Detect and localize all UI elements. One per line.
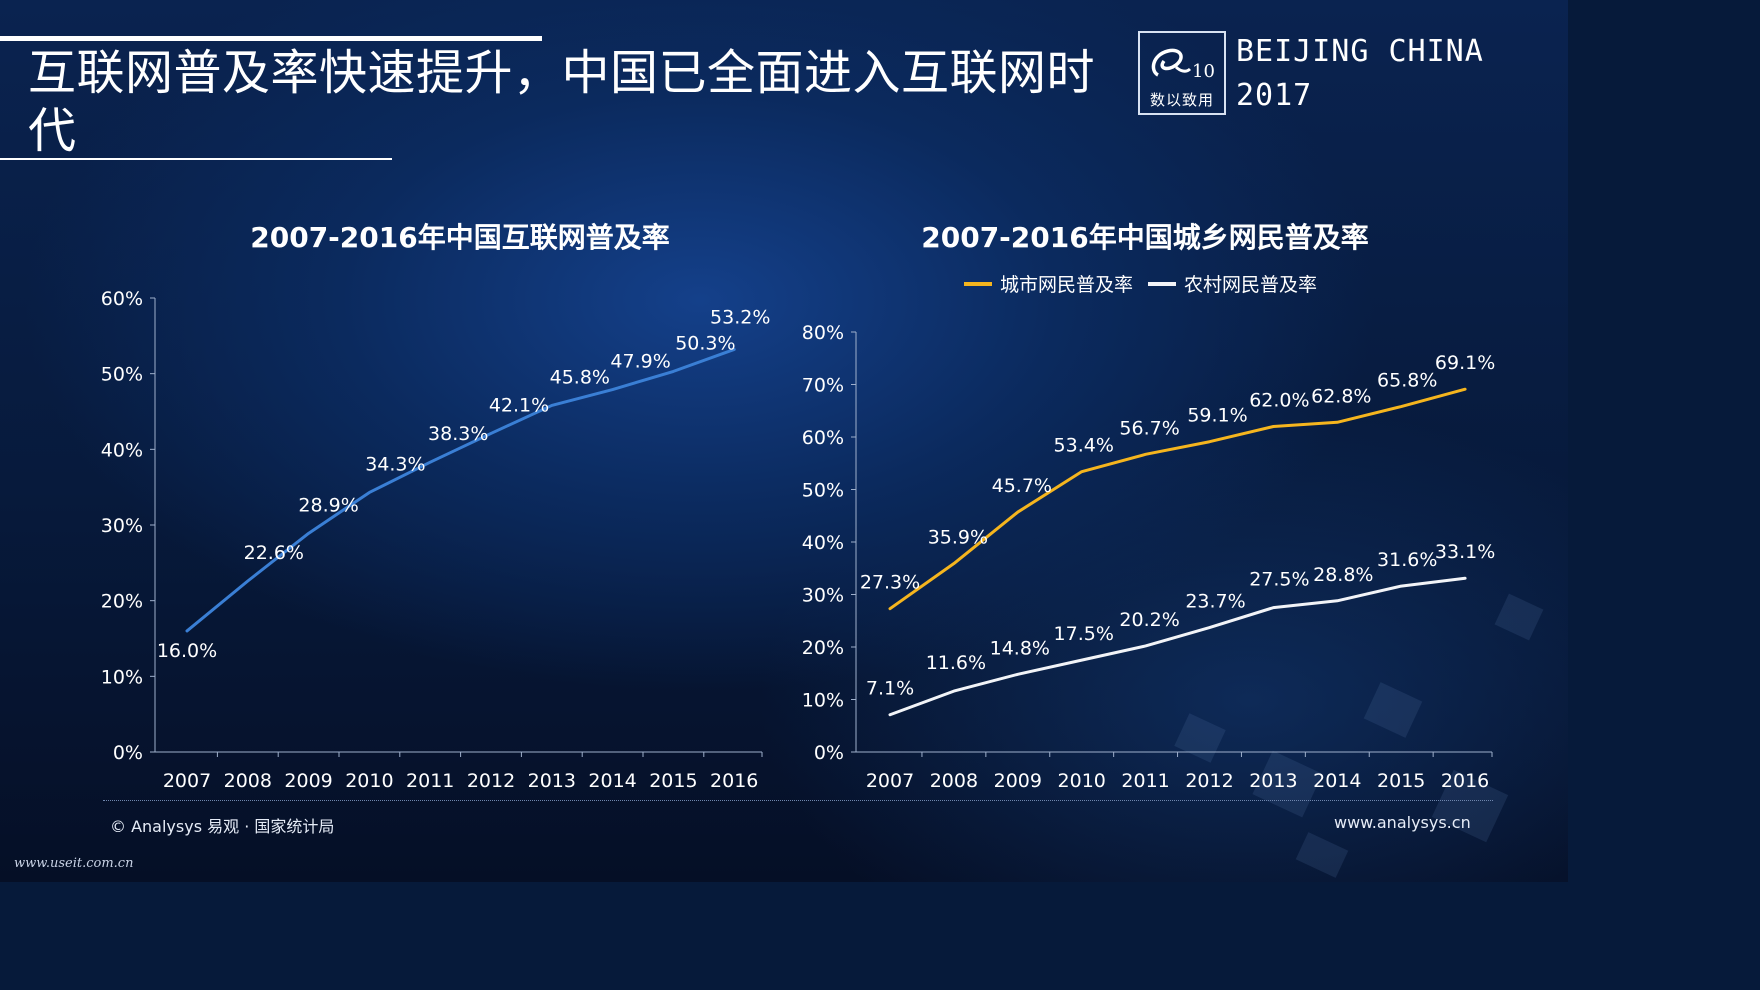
chart1-series-1-data-label: 50.3%: [675, 332, 735, 354]
logo-mark-icon: 10: [1151, 48, 1215, 82]
chart2-x-tick-label: 2007: [866, 770, 914, 792]
legend-swatch-urban: [964, 282, 992, 286]
svg-text:10: 10: [1192, 61, 1215, 82]
chart2-series-1-line: [888, 387, 1467, 611]
event-line-2: 2017: [1236, 78, 1313, 113]
chart2-x-tick-label: 2009: [994, 770, 1042, 792]
chart1-x-tick-label: 2014: [588, 770, 636, 792]
chart1-y-tick-label: 60%: [101, 288, 143, 310]
chart2-series-2-data-label: 14.8%: [990, 637, 1050, 659]
chart2-series-2-data-label: 7.1%: [866, 678, 914, 700]
chart2-series-2-data-label: 28.8%: [1313, 564, 1373, 586]
chart1-x-tick-label: 2007: [163, 770, 211, 792]
source-note: © Analysys 易观 · 国家统计局: [110, 817, 335, 836]
chart1-y-tick-label: 10%: [101, 666, 143, 688]
chart1-series-1-data-label: 42.1%: [489, 394, 549, 416]
chart1-y-tick-label: 30%: [101, 515, 143, 537]
chart2-y-tick-label: 20%: [802, 637, 844, 659]
chart2-series-1-data-label: 59.1%: [1187, 405, 1247, 427]
chart1-y-tick-label: 0%: [113, 742, 143, 764]
chart2-series-1-data-label: 62.8%: [1311, 385, 1371, 407]
chart1-x-tick-label: 2011: [406, 770, 454, 792]
chart2-series-1-data-label: 56.7%: [1119, 417, 1179, 439]
chart2-series-1-data-label: 69.1%: [1435, 352, 1495, 374]
chart2-series-2-data-label: 23.7%: [1185, 591, 1245, 613]
chart2-y-tick-label: 10%: [802, 690, 844, 712]
chart1-x-tick-label: 2009: [284, 770, 332, 792]
chart2-series-1-data-label: 35.9%: [928, 527, 988, 549]
chart1-x-tick-label: 2010: [345, 770, 393, 792]
chart1-series-1-line: [185, 347, 736, 633]
chart1-series-1-data-label: 47.9%: [610, 351, 670, 373]
chart1-x-tick-label: 2013: [528, 770, 576, 792]
chart1-series-1-data-label: 34.3%: [365, 453, 425, 475]
chart2-x-tick-label: 2015: [1377, 770, 1425, 792]
chart2-x-tick-label: 2016: [1441, 770, 1489, 792]
chart1-y-tick-label: 40%: [101, 439, 143, 461]
chart2-series-1-data-label: 65.8%: [1377, 370, 1437, 392]
event-line-1: BEIJING CHINA: [1236, 34, 1484, 69]
chart2-title: 2007-2016年中国城乡网民普及率: [921, 221, 1369, 254]
chart2-series-2-data-label: 17.5%: [1054, 623, 1114, 645]
chart2-series-2-data-label: 11.6%: [926, 652, 986, 674]
chart1-series-1-data-label: 22.6%: [244, 542, 304, 564]
chart2-y-tick-label: 40%: [802, 532, 844, 554]
chart2-series-1-data-label: 62.0%: [1249, 390, 1309, 412]
chart2-y-tick-label: 80%: [802, 322, 844, 344]
chart1-y-tick-label: 50%: [101, 364, 143, 386]
chart1-series-1-data-label: 28.9%: [298, 494, 358, 516]
charts-canvas: 0% 10% 20% 30% 40% 50% 60% 2007 2008 2009 2010 2011…: [101, 288, 1496, 792]
chart1-y-tick-label: 20%: [101, 591, 143, 613]
chart2-x-tick-label: 2008: [930, 770, 978, 792]
slide: 互联网普及率快速提升，中国已全面进入互联网时代 10 数以致用 BEIJING …: [0, 0, 1568, 882]
chart1-x-tick-label: 2008: [224, 770, 272, 792]
chart2-y-tick-label: 60%: [802, 427, 844, 449]
footer-divider: [103, 800, 1493, 801]
chart1-series-1-data-label: 45.8%: [550, 366, 610, 388]
chart2-y-tick-label: 50%: [802, 480, 844, 502]
chart2-x-tick-label: 2010: [1058, 770, 1106, 792]
chart2-series-1-data-label: 27.3%: [860, 572, 920, 594]
chart1-x-tick-label: 2012: [467, 770, 515, 792]
chart1-series-1-data-label: 38.3%: [428, 423, 488, 445]
legend-swatch-rural: [1148, 282, 1176, 286]
chart2-series-1-data-label: 45.7%: [992, 475, 1052, 497]
chart2-series-2-data-label: 20.2%: [1119, 609, 1179, 631]
chart2-series-2-line: [888, 576, 1467, 717]
chart2-x-tick-label: 2014: [1313, 770, 1361, 792]
chart2-series-2-data-label: 31.6%: [1377, 549, 1437, 571]
chart2-x-tick-label: 2013: [1249, 770, 1297, 792]
logo: 10 数以致用: [1138, 31, 1226, 115]
chart2-y-tick-label: 30%: [802, 585, 844, 607]
chart1-series-1-data-label: 16.0%: [157, 640, 217, 662]
title-top-rule: [0, 36, 542, 41]
chart2-y-tick-label: 0%: [814, 742, 844, 764]
chart2-y-tick-label: 70%: [802, 375, 844, 397]
event-name: BEIJING CHINA 2017: [1236, 30, 1546, 118]
chart2-series-2-data-label: 33.1%: [1435, 541, 1495, 563]
chart2-series-2-data-label: 27.5%: [1249, 569, 1309, 591]
chart1-x-tick-label: 2016: [710, 770, 758, 792]
site-url: www.analysys.cn: [1334, 813, 1471, 832]
watermark: www.useit.com.cn: [14, 856, 134, 871]
chart1-series-1-data-label: 53.2%: [710, 306, 770, 328]
chart2-series-1-data-label: 53.4%: [1054, 435, 1114, 457]
legend-label-rural: 农村网民普及率: [1184, 274, 1318, 296]
chart2-x-tick-label: 2011: [1121, 770, 1169, 792]
chart2-x-tick-label: 2012: [1185, 770, 1233, 792]
page-title: 互联网普及率快速提升，中国已全面进入互联网时代: [28, 45, 1096, 159]
chart1-title: 2007-2016年中国互联网普及率: [250, 221, 670, 254]
logo-text: 数以致用: [1149, 91, 1214, 109]
title-underline: [0, 158, 392, 160]
chart1-x-tick-label: 2015: [649, 770, 697, 792]
legend-label-urban: 城市网民普及率: [1000, 274, 1134, 296]
